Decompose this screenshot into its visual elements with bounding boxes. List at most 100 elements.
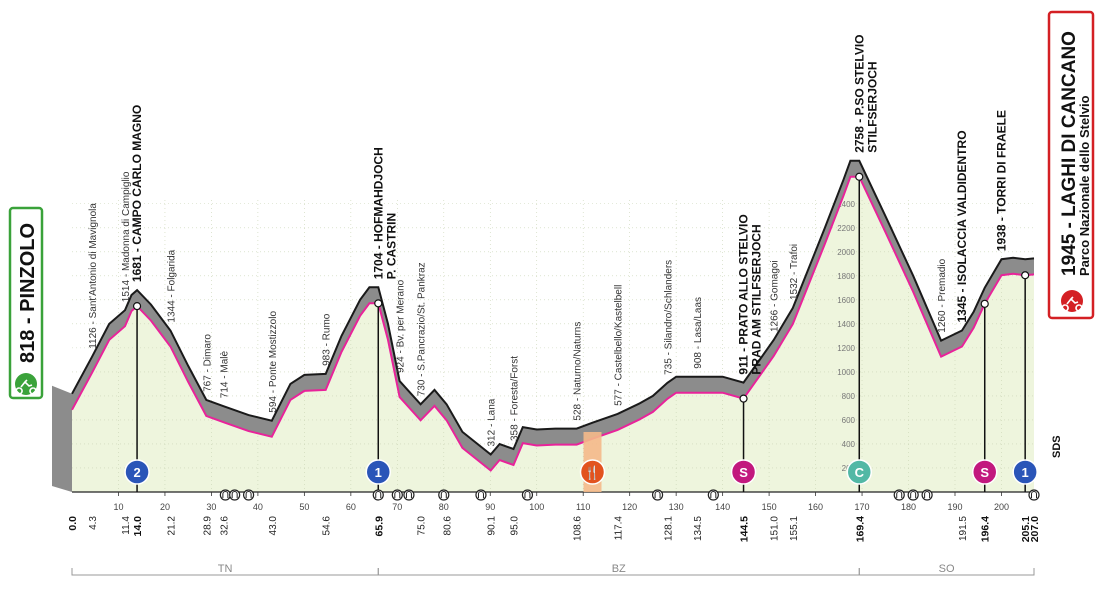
waypoint-label: 594 - Ponte Mostizzolo (268, 311, 279, 413)
waypoint-label: 1681 - CAMPO CARLO MAGNO (130, 105, 144, 282)
stem-dot (132, 302, 142, 311)
elevation-tick-label: 2400 (837, 200, 855, 209)
km-mark-label: 205.1 (1020, 516, 1032, 542)
km-mark-label: 151.0 (770, 516, 781, 541)
tunnel-arch (896, 491, 903, 498)
waypoint: 735 - Silandro/Schlanders (663, 260, 674, 375)
waypoint-labels: 1126 - Sant'Antonio di Mavignola 1514 - M… (88, 35, 1009, 447)
axis-tick-label: 150 (762, 502, 777, 512)
waypoint: 312 - Lana (487, 398, 498, 446)
km-mark-label: 108.6 (573, 516, 584, 541)
axis-tick-label: 40 (253, 502, 263, 512)
waypoint: 911 - PRATO ALLO STELVIO PRAD AM STILFSER… (737, 214, 764, 374)
tunnel-arch (910, 491, 917, 498)
waypoint-label-2: PRAD AM STILFSERJOCH (750, 224, 764, 374)
km-mark-label: 117.4 (614, 516, 625, 541)
waypoint: 1126 - Sant'Antonio di Mavignola (88, 203, 99, 349)
waypoint-label: 1704 - HOFMAHDJOCH (371, 147, 385, 279)
waypoint: 1260 - Premadio (937, 258, 948, 332)
km-mark-label: 207.0 (1029, 516, 1041, 542)
km-mark-label: 21.2 (167, 516, 178, 536)
kom-badge (846, 459, 873, 485)
waypoint-label: 924 - Bv. per Merano (396, 279, 407, 373)
elevation-tick-label: 2000 (837, 248, 855, 257)
axis-tick-label: 140 (715, 502, 730, 512)
km-mark-label: 134.5 (693, 516, 704, 541)
km-mark-label: 144.5 (739, 516, 751, 542)
stage-markers: 2 1 🍴 S C S 1 (124, 172, 1040, 501)
km-mark-label: 54.6 (322, 516, 333, 536)
region-label: SO (939, 563, 955, 575)
axis-tick-label: 20 (160, 502, 170, 512)
elevation-tick-label: 800 (842, 392, 856, 401)
waypoint-label: 735 - Silandro/Schlanders (663, 260, 674, 375)
axis-tick-label: 100 (529, 502, 544, 512)
sprint-badge-label: S (980, 465, 989, 480)
kom-badge (365, 459, 392, 485)
elevation-tick-label: 1200 (837, 344, 855, 353)
waypoint-label: 528 - Naturno/Naturns (573, 322, 584, 421)
km-mark-label: 11.4 (121, 516, 132, 535)
waypoint-label: 577 - Castelbello/Kastelbell (614, 285, 625, 406)
elevation-tick-label: 600 (842, 416, 856, 425)
waypoint: 1532 - Trafoi (789, 244, 800, 300)
waypoint-label: 1344 - Folgarida (167, 249, 178, 322)
waypoint: 1345 - ISOLACCIA VALDIDENTRO (955, 130, 969, 322)
elevation-tick-label: 1400 (837, 320, 855, 329)
region-label: TN (218, 563, 233, 575)
waypoint-label: 730 - S.Pancrazio/St. Pankraz (417, 262, 428, 396)
axis-tick-label: 120 (622, 502, 637, 512)
tunnel-arch (524, 491, 531, 498)
axis-tick-label: 190 (947, 502, 962, 512)
waypoint-label: 714 - Malè (220, 351, 231, 399)
waypoint-label: 1126 - Sant'Antonio di Mavignola (88, 203, 99, 349)
elevation-tick-label: 400 (842, 440, 856, 449)
waypoint-label-2: P. CASTRIN (384, 213, 398, 279)
waypoint-label: 911 - PRATO ALLO STELVIO (737, 214, 751, 374)
axis-tick-label: 30 (206, 502, 216, 512)
feed-badge (579, 459, 606, 485)
axis-tick-label: 180 (901, 502, 916, 512)
tunnel-arch (231, 491, 238, 498)
tunnel-arch (477, 491, 484, 498)
axis-tick-label: 170 (855, 502, 870, 512)
waypoint-label: 767 - Dimaro (202, 334, 213, 392)
feed-badge-label: 🍴 (584, 465, 600, 481)
waypoint: 594 - Ponte Mostizzolo (268, 311, 279, 413)
region-bracket (858, 568, 1035, 576)
axis-tick-label: 70 (392, 502, 402, 512)
km-mark-label: 4.3 (88, 516, 99, 530)
axis-tick-label: 80 (439, 502, 449, 512)
waypoint: 924 - Bv. per Merano (396, 279, 407, 373)
finish-box: 1945 - LAGHI DI CANCANO Parco Nazionale … (1047, 10, 1095, 320)
kom-badge-label: 1 (1022, 465, 1029, 480)
tunnel-arch (222, 491, 229, 498)
elevation-tick-label: 1600 (837, 296, 855, 305)
axis-tick-label: 200 (994, 502, 1009, 512)
stem-dot (1021, 271, 1030, 280)
tunnel-arch (405, 491, 412, 498)
tunnel-arch (654, 491, 661, 498)
region-label: BZ (612, 563, 626, 575)
waypoint-label: 358 - Foresta/Forst (510, 356, 521, 441)
profile-outline (71, 159, 1035, 456)
waypoint-label: 2758 - P.SO STELVIO (852, 35, 866, 153)
sprint-badge (730, 459, 757, 485)
km-mark-label: 28.9 (202, 516, 213, 536)
kom-badge-label: 1 (375, 465, 382, 480)
waypoint: 528 - Naturno/Naturns (573, 322, 584, 421)
elevation-tick-label: 1800 (837, 272, 855, 281)
km-mark-label: 43.0 (268, 516, 279, 536)
waypoint: 1344 - Folgarida (167, 249, 178, 322)
axis-tick-label: 160 (808, 502, 823, 512)
tunnel-arch (375, 491, 382, 498)
km-mark-label: 191.5 (958, 516, 969, 541)
stem-dot (980, 299, 989, 308)
waypoint-label: 983 - Rumo (322, 313, 333, 366)
axis-tick-label: 110 (576, 502, 590, 512)
km-mark-label: 169.4 (854, 516, 866, 542)
waypoint: 1681 - CAMPO CARLO MAGNO (130, 105, 144, 282)
waypoint-label: 908 - Lasa/Laas (693, 297, 704, 369)
axis-tick-label: 60 (346, 502, 356, 512)
